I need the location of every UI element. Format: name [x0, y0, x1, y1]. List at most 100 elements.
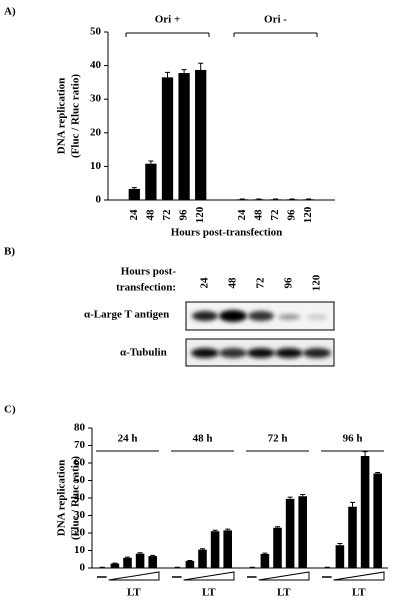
bar — [145, 163, 157, 200]
lane-label: 72 — [255, 277, 267, 289]
error-bar — [300, 494, 306, 497]
bar — [236, 199, 248, 200]
group-label: 72 h — [268, 433, 288, 445]
group-label: Ori + — [155, 14, 181, 26]
sublabel: LT — [127, 587, 141, 599]
x-tick-label: 120 — [194, 206, 206, 223]
bar — [110, 563, 120, 568]
sublabel: LT — [202, 587, 216, 599]
y-tick-label: 70 — [74, 439, 86, 451]
y-tick-label: 50 — [74, 474, 86, 486]
x-tick-label: 120 — [302, 206, 314, 223]
lane-label: 96 — [283, 277, 295, 289]
y-tick-label: 40 — [90, 59, 102, 71]
y-tick-label: 60 — [74, 457, 86, 469]
bar — [148, 556, 157, 568]
blot-row-label: α-Large T antigen — [84, 309, 169, 321]
bar — [298, 496, 307, 568]
group-label: 24 h — [118, 433, 138, 445]
y-tick-label: 10 — [90, 160, 102, 172]
dose-triangle — [258, 571, 310, 581]
x-tick-label: 72 — [269, 209, 281, 221]
y-tick-label: 80 — [74, 422, 86, 434]
group-label: 96 h — [343, 433, 363, 445]
error-bar — [148, 160, 154, 164]
bar — [285, 498, 295, 568]
bar — [348, 506, 357, 568]
bar — [303, 199, 315, 200]
y-tick-label: 20 — [90, 126, 102, 138]
bar — [286, 199, 298, 200]
bar — [260, 554, 270, 568]
bar — [360, 456, 370, 568]
y-tick-label: 30 — [90, 93, 102, 105]
blot-header: Hours post- — [121, 266, 177, 278]
dose-triangle — [108, 571, 160, 581]
blot-header: transfection: — [116, 282, 176, 294]
y-tick-label: 0 — [96, 194, 102, 206]
error-bar — [137, 552, 143, 554]
bar — [128, 188, 140, 200]
x-tick-label: 48 — [252, 209, 264, 221]
dose-triangle — [333, 571, 385, 581]
error-bar — [362, 451, 368, 456]
bar — [269, 199, 282, 200]
error-bar — [225, 528, 231, 531]
y-axis-label: (Fluc / Rluc ratio) — [70, 456, 82, 540]
y-axis-label: DNA replication — [56, 460, 68, 537]
y-tick-label: 30 — [74, 509, 86, 521]
x-tick-label: 72 — [161, 209, 173, 221]
error-bar — [125, 556, 130, 558]
bar — [273, 527, 282, 568]
bar — [198, 549, 207, 568]
bar — [253, 199, 265, 200]
error-bar — [181, 69, 187, 73]
group-label: Ori - — [264, 14, 287, 26]
sublabel: LT — [277, 587, 291, 599]
lane-label: 48 — [227, 277, 239, 289]
panel-label: C) — [4, 404, 16, 416]
error-bar — [262, 552, 268, 554]
x-tick-label: 96 — [178, 209, 190, 221]
error-bar — [337, 543, 343, 546]
error-bar — [112, 562, 118, 564]
x-tick-label: 96 — [286, 209, 298, 221]
blot-1 — [185, 301, 335, 331]
y-axis-label: (Fluc / Rluc ratio) — [70, 74, 82, 158]
error-bar — [375, 471, 381, 474]
x-tick-label: 24 — [128, 209, 140, 221]
error-bar — [150, 554, 156, 557]
error-bar — [275, 526, 280, 528]
dose-triangle — [183, 571, 235, 581]
panel-label: A) — [4, 6, 16, 18]
bar — [223, 530, 232, 568]
error-bar — [212, 529, 218, 532]
bar — [178, 72, 190, 200]
blot-row-label: α-Tubulin — [120, 347, 167, 359]
lane-label: 24 — [199, 277, 211, 289]
bar — [185, 561, 195, 568]
bar — [335, 545, 345, 568]
y-axis-label: DNA replication — [56, 78, 68, 155]
error-bar — [165, 71, 170, 78]
panel-label: B) — [4, 246, 15, 258]
y-tick-label: 0 — [80, 562, 86, 574]
blot-lanes: 24 48 72 96 120 — [199, 274, 323, 291]
bar — [195, 69, 207, 200]
error-bar — [200, 548, 205, 550]
error-bar — [350, 501, 355, 507]
error-bar — [198, 62, 204, 70]
error-bar — [287, 496, 293, 499]
y-tick-label: 10 — [74, 544, 86, 556]
y-tick-label: 50 — [90, 26, 102, 38]
x-tick-label: 48 — [144, 209, 156, 221]
x-axis-label: Hours post-transfection — [171, 227, 283, 239]
error-bar — [131, 187, 137, 189]
lane-label: 120 — [311, 274, 323, 291]
bar — [161, 77, 174, 200]
bar — [210, 531, 220, 568]
error-bar — [187, 559, 193, 561]
y-tick-label: 40 — [74, 492, 86, 504]
bar — [123, 557, 132, 568]
